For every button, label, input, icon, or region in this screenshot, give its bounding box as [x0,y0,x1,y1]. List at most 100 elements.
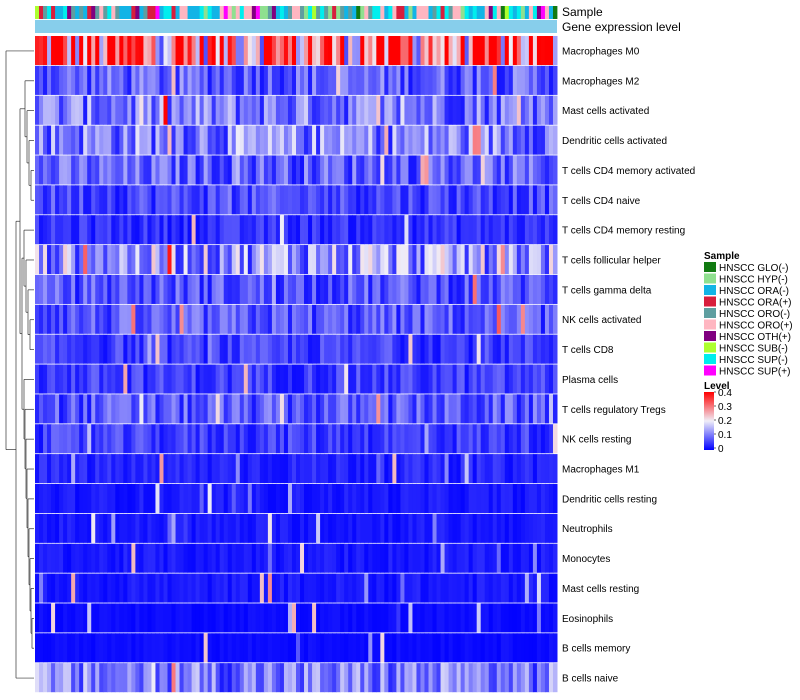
sample-annotation-cell [207,6,213,19]
sample-legend-swatch [704,319,716,330]
heatmap-cell [143,65,148,95]
heatmap-cell [115,215,120,245]
heatmap-cell [103,603,108,633]
heatmap-cell [344,95,349,125]
heatmap-cell [71,633,76,663]
heatmap-cell [35,543,40,573]
heatmap-cell [207,454,213,484]
heatmap-cell [47,125,52,155]
heatmap-cell [219,95,225,125]
heatmap-cell [227,125,233,155]
heatmap-cell [360,304,365,334]
heatmap-cell [396,155,401,185]
heatmap-cell [99,454,104,484]
heatmap-cell [127,394,132,424]
heatmap-cell [400,394,405,424]
heatmap-cell [420,663,425,693]
heatmap-cell [512,215,518,245]
heatmap-cell [91,304,96,334]
heatmap-cell [55,36,60,66]
heatmap-cell [231,364,237,394]
heatmap-cell [67,274,72,304]
heatmap-cell [171,155,177,185]
heatmap-cell [336,65,341,95]
heatmap-cell [424,394,430,424]
heatmap-cell [183,483,189,514]
heatmap-cell [219,424,225,454]
heatmap-cell [376,125,381,155]
heatmap-cell [95,513,100,543]
heatmap-cell [203,483,209,514]
heatmap-cell [195,663,201,693]
heatmap-cell [328,424,333,454]
heatmap-cell [111,663,116,693]
heatmap-cell [368,215,373,245]
heatmap-cell [500,454,506,484]
heatmap-cell [83,65,88,95]
heatmap-cell [488,65,494,95]
heatmap-cell [287,125,293,155]
heatmap-cell [187,454,193,484]
heatmap-cell [324,543,329,573]
heatmap-cell [223,454,229,484]
heatmap-cell [291,245,297,275]
heatmap-cell [199,483,205,514]
heatmap-cell [528,274,534,304]
heatmap-cell [412,543,417,573]
heatmap-cell [436,603,442,633]
heatmap-cell [504,483,510,514]
heatmap-cell [259,334,265,364]
heatmap-cell [107,454,112,484]
heatmap-cell [67,454,72,484]
heatmap-cell [251,245,257,275]
heatmap-cell [488,95,494,125]
heatmap-cell [179,663,185,693]
heatmap-cell [247,95,253,125]
heatmap-cell [159,573,164,603]
heatmap-cell [540,245,546,275]
heatmap-cell [548,65,554,95]
heatmap-cell [255,125,261,155]
heatmap-cell [83,215,88,245]
heatmap-cell [139,334,144,364]
heatmap-cell [364,245,369,275]
heatmap-cell [452,424,458,454]
heatmap-cell [207,603,213,633]
heatmap-cell [91,65,96,95]
heatmap-cell [532,36,538,66]
heatmap-cell [111,543,116,573]
heatmap-cell [304,155,309,185]
heatmap-cell [191,543,197,573]
heatmap-cell [472,364,478,394]
heatmap-cell [508,364,514,394]
heatmap-cell [43,394,48,424]
heatmap-cell [151,274,156,304]
heatmap-cell [480,483,486,514]
heatmap-cell [372,454,377,484]
heatmap-cell [263,364,269,394]
heatmap-cell [404,36,409,66]
heatmap-cell [308,215,313,245]
heatmap-cell [231,543,237,573]
heatmap-cell [135,424,140,454]
heatmap-cell [63,215,68,245]
heatmap-cell [320,483,325,514]
heatmap-cell [47,483,52,514]
heatmap-cell [408,543,413,573]
heatmap-cell [380,245,385,275]
heatmap-cell [512,245,518,275]
heatmap-cell [328,215,333,245]
heatmap-cell [448,36,454,66]
heatmap-cell [251,424,257,454]
heatmap-cell [239,394,245,424]
heatmap-cell [332,633,337,663]
heatmap-cell [492,424,498,454]
heatmap-cell [432,513,438,543]
heatmap-cell [83,155,88,185]
heatmap-cell [428,543,434,573]
heatmap-cell [71,304,76,334]
heatmap-cell [223,633,229,663]
heatmap-cell [308,125,313,155]
heatmap-cell [183,633,189,663]
heatmap-cell [279,573,285,603]
